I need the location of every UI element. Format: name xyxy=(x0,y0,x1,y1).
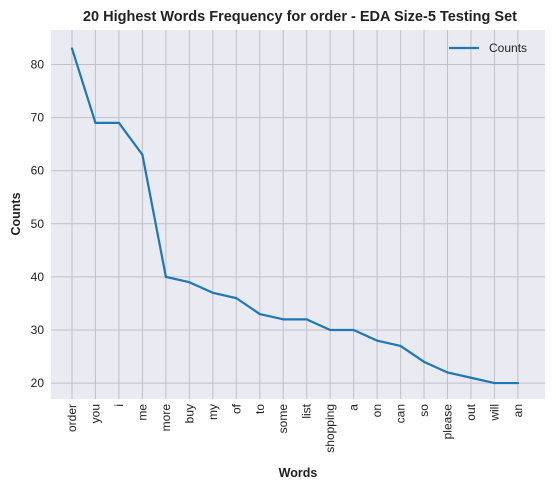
data-point-of xyxy=(235,297,238,300)
data-point-to xyxy=(258,312,261,316)
data-point-will xyxy=(493,381,496,385)
data-point-on xyxy=(376,339,379,342)
x-tick-label: on xyxy=(370,404,384,417)
data-point-i xyxy=(117,121,121,125)
x-tick-label: you xyxy=(88,404,102,423)
data-point-list xyxy=(305,318,308,321)
x-tick-label: my xyxy=(206,404,220,420)
x-tick-label: more xyxy=(159,404,173,432)
y-tick-label: 40 xyxy=(31,270,45,284)
x-tick-label: a xyxy=(347,404,361,411)
x-tick-label: shopping xyxy=(323,404,337,453)
data-point-me xyxy=(141,153,144,156)
data-point-order xyxy=(70,47,74,50)
y-tick-labels: 20 30 40 50 60 70 80 xyxy=(31,58,45,391)
x-tick-labels: order you i me more buy my of to some list shopping… xyxy=(65,403,525,452)
x-tick-label: to xyxy=(253,404,267,414)
x-axis-label: Words xyxy=(279,466,318,480)
x-tick-label: buy xyxy=(182,404,196,423)
x-tick-label: of xyxy=(229,403,243,414)
data-point-out xyxy=(469,376,473,379)
data-point-so xyxy=(422,360,426,363)
data-point-please xyxy=(446,371,449,374)
x-tick-label: will xyxy=(487,404,501,422)
data-point-buy xyxy=(188,281,191,284)
data-point-some xyxy=(282,318,285,321)
y-tick-label: 20 xyxy=(31,376,45,390)
y-tick-label: 30 xyxy=(31,323,45,337)
y-tick-label: 80 xyxy=(31,58,45,72)
x-tick-label: please xyxy=(441,404,455,440)
data-points xyxy=(70,47,520,385)
x-tick-label: an xyxy=(511,404,525,417)
y-axis-label: Counts xyxy=(9,192,23,235)
series-line-counts xyxy=(70,47,520,385)
y-tick-label: 70 xyxy=(31,111,45,125)
data-point-more xyxy=(164,275,167,278)
grid xyxy=(51,30,545,399)
legend: Counts xyxy=(449,41,527,55)
x-tick-label: some xyxy=(276,404,290,434)
data-point-can xyxy=(399,344,402,348)
legend-label-counts: Counts xyxy=(489,41,527,55)
y-tick-label: 60 xyxy=(31,164,45,178)
y-tick-label: 50 xyxy=(31,217,45,231)
chart-title: 20 Highest Words Frequency for order - E… xyxy=(83,9,517,25)
data-point-you xyxy=(94,121,97,125)
x-tick-label: can xyxy=(394,404,408,423)
x-tick-label: me xyxy=(135,404,149,421)
plot-area xyxy=(51,30,545,399)
x-tick-label: so xyxy=(417,404,431,417)
data-point-my xyxy=(211,291,214,294)
data-point-an xyxy=(516,381,520,385)
data-point-shopping xyxy=(329,328,332,332)
x-tick-label: order xyxy=(65,404,79,432)
x-tick-label: out xyxy=(464,403,478,420)
data-point-a xyxy=(352,328,355,332)
x-tick-label: list xyxy=(300,403,314,418)
x-tick-label: i xyxy=(112,404,126,407)
